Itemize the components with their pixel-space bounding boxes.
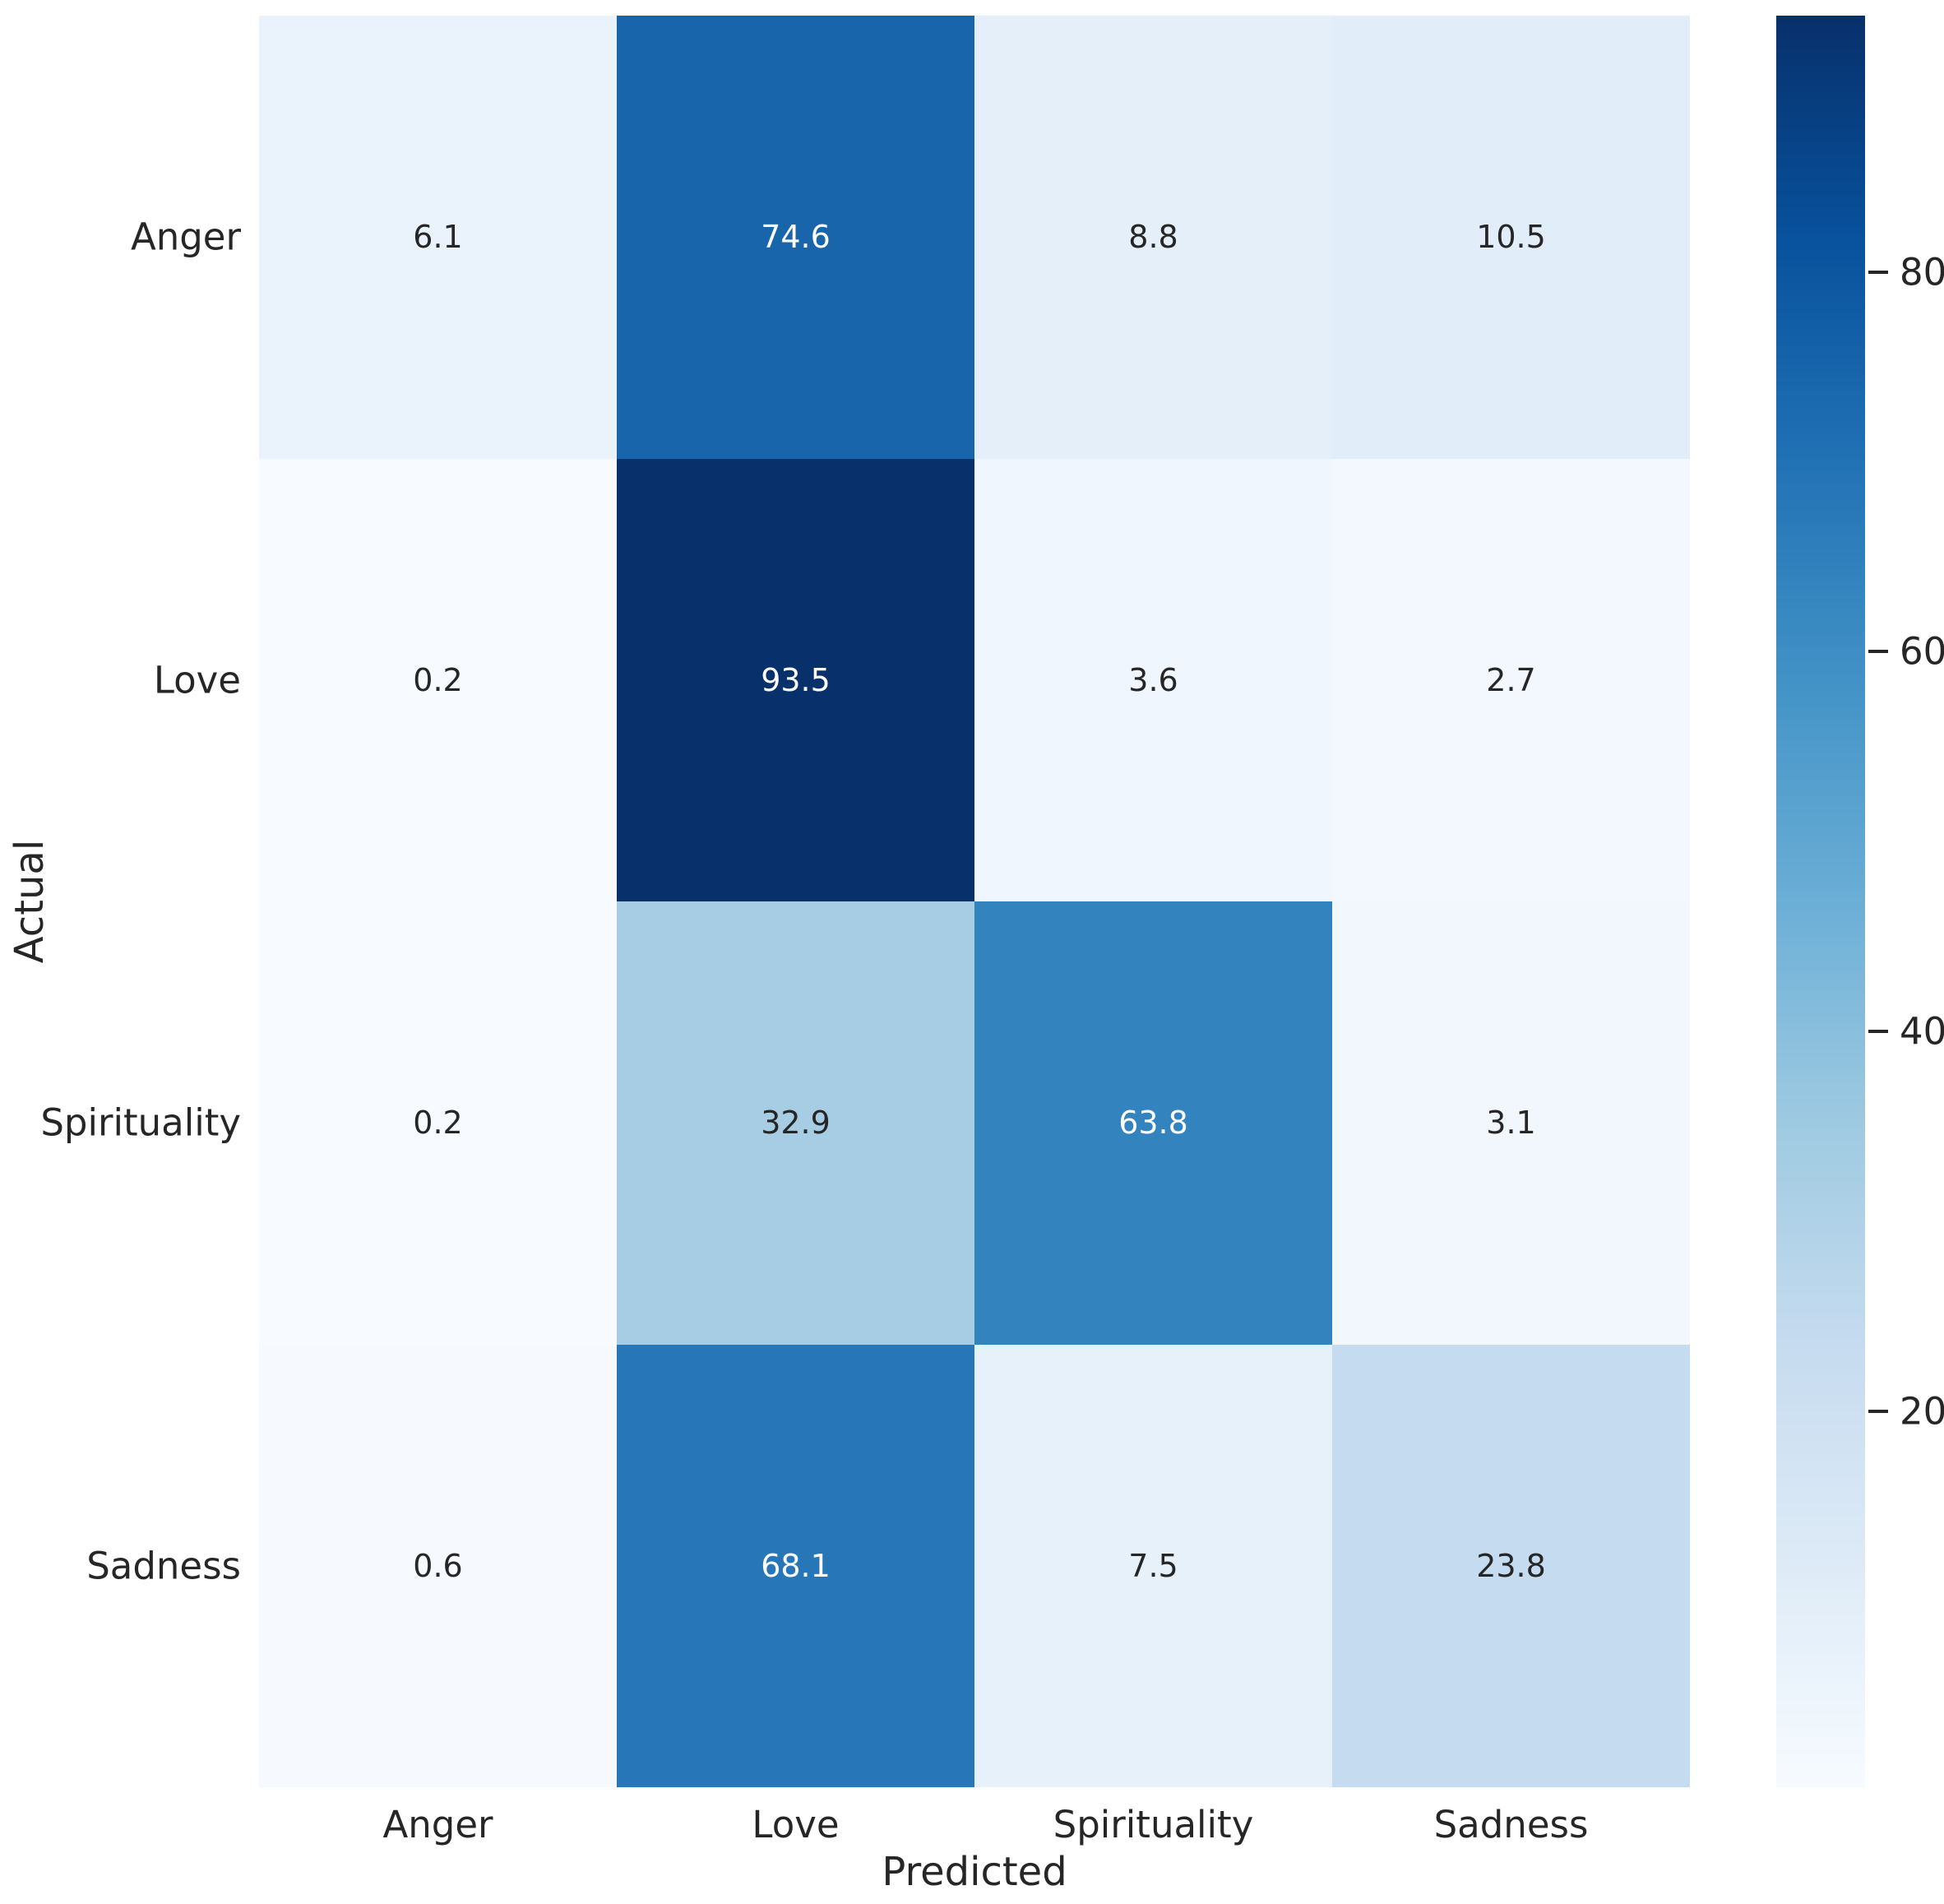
heatmap-cell-love-sadness: 2.7 (1332, 458, 1690, 901)
y-tick-label-sadness: Sadness (86, 1544, 241, 1588)
colorbar-tick-mark-20 (1868, 1409, 1888, 1413)
y-tick-label-spirituality: Spirituality (40, 1100, 241, 1145)
y-axis-title: Actual (7, 839, 53, 964)
heatmap-cell-sadness-love: 68.1 (617, 1344, 974, 1787)
colorbar-tick-label-60: 60 (1900, 629, 1944, 674)
heatmap-cell-love-anger: 0.2 (259, 458, 617, 901)
colorbar-tick-mark-80 (1868, 270, 1888, 274)
heatmap-cell-anger-anger: 6.1 (259, 16, 617, 459)
x-axis-title: Predicted (882, 1849, 1067, 1895)
x-tick-label-anger: Anger (382, 1803, 493, 1846)
y-tick-label-love: Love (153, 658, 241, 702)
heatmap-cell-spirituality-anger: 0.2 (259, 901, 617, 1345)
colorbar-tick-label-80: 80 (1900, 250, 1944, 294)
colorbar-tick-mark-60 (1868, 650, 1888, 654)
colorbar-tick-label-40: 40 (1900, 1009, 1944, 1054)
heatmap-cell-spirituality-love: 32.9 (617, 901, 974, 1345)
heatmap-cell-anger-spirituality: 8.8 (974, 16, 1332, 459)
heatmap-cell-spirituality-spirituality: 63.8 (974, 901, 1332, 1345)
heatmap-cell-anger-sadness: 10.5 (1332, 16, 1690, 459)
heatmap-cell-sadness-anger: 0.6 (259, 1344, 617, 1787)
heatmap-cell-love-spirituality: 3.6 (974, 458, 1332, 901)
x-tick-label-spirituality: Spirituality (1053, 1803, 1254, 1846)
colorbar-tick-label-20: 20 (1900, 1389, 1944, 1434)
heatmap-grid: 6.1 74.6 8.8 10.5 0.2 93.5 3.6 2.7 0.2 32.9 63.8 3.… (259, 16, 1690, 1787)
heatmap-cell-anger-love: 74.6 (617, 16, 974, 459)
x-tick-label-love: Love (752, 1803, 840, 1846)
y-tick-label-anger: Anger (130, 215, 241, 259)
x-tick-label-sadness: Sadness (1433, 1803, 1589, 1846)
heatmap-cell-spirituality-sadness: 3.1 (1332, 901, 1690, 1345)
colorbar-gradient (1776, 16, 1865, 1787)
colorbar-tick-mark-40 (1868, 1030, 1888, 1034)
heatmap-cell-love-love: 93.5 (617, 458, 974, 901)
heatmap-cell-sadness-spirituality: 7.5 (974, 1344, 1332, 1787)
heatmap-cell-sadness-sadness: 23.8 (1332, 1344, 1690, 1787)
